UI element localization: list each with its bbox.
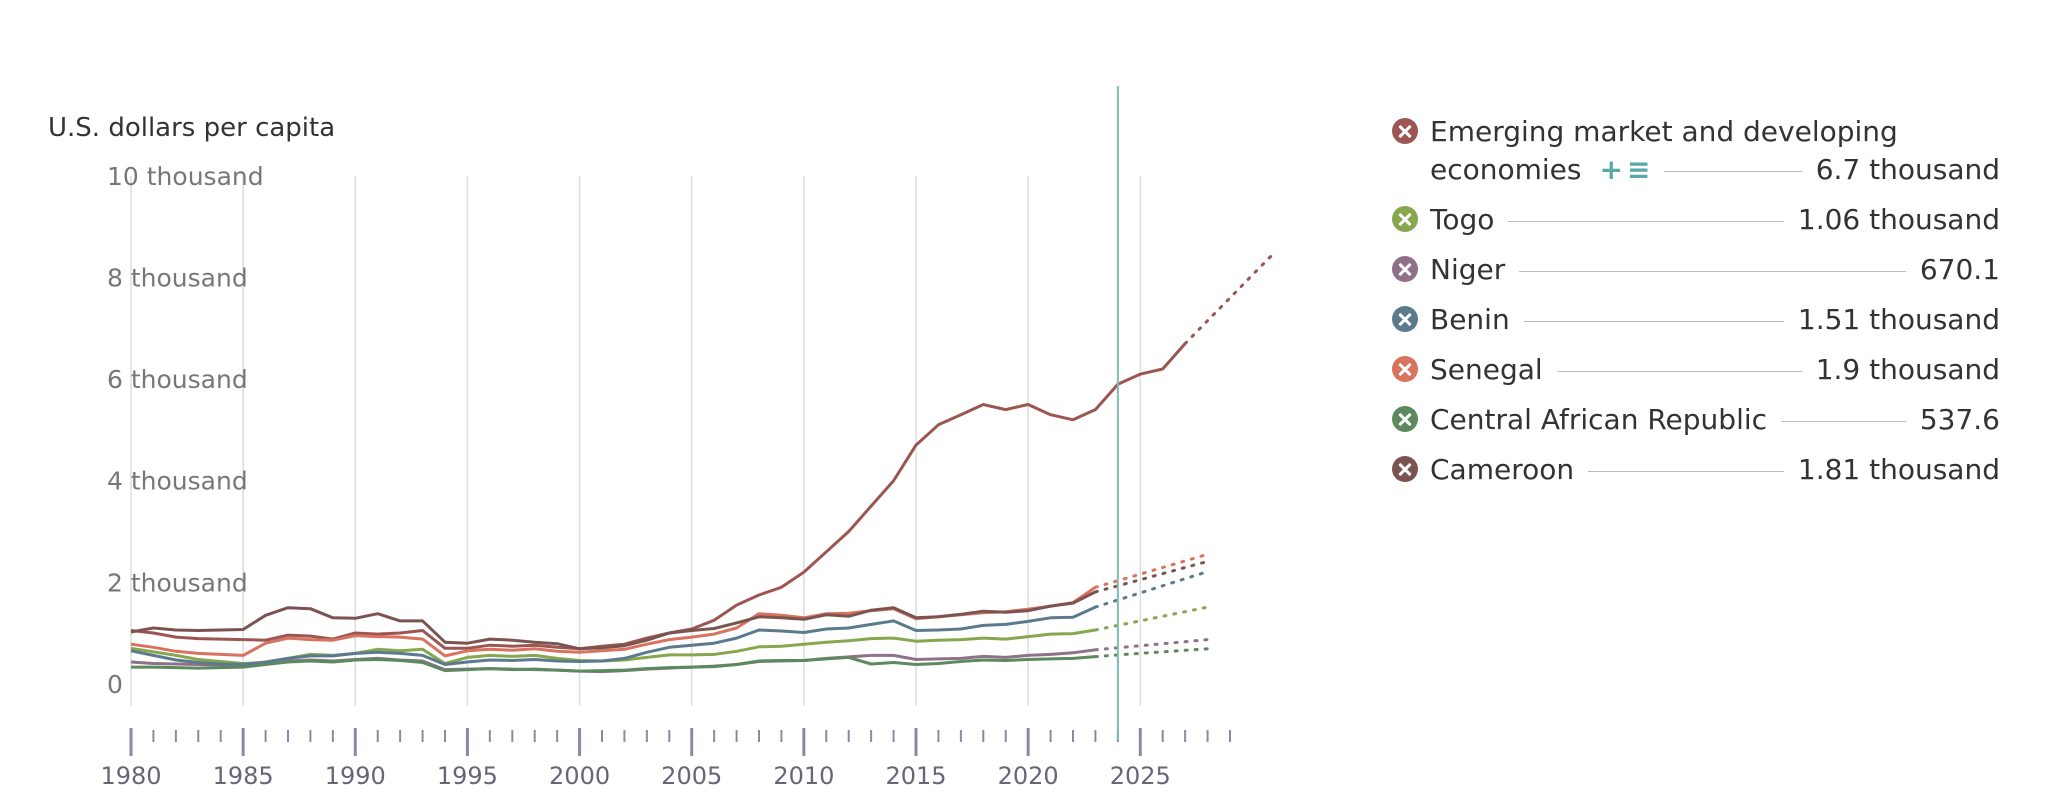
remove-series-icon[interactable] <box>1392 456 1418 482</box>
legend-row: Cameroon 1.81 thousand <box>1392 450 2000 488</box>
plus-icon[interactable]: + <box>1599 152 1623 186</box>
legend-item[interactable]: Cameroon 1.81 thousand <box>1392 450 2000 488</box>
y-axis-label: U.S. dollars per capita <box>48 113 335 143</box>
series-5[interactable] <box>131 647 1210 673</box>
remove-series-icon[interactable] <box>1392 206 1418 232</box>
legend-name: Central African Republic <box>1430 402 1768 436</box>
x-tick-label: 2020 <box>998 762 1059 790</box>
legend-value: 1.06 thousand <box>1797 202 2000 236</box>
y-tick-label: 2 thousand <box>107 568 248 597</box>
x-tick-label: 2025 <box>1110 762 1171 790</box>
legend-name: Senegal <box>1430 352 1543 386</box>
remove-series-icon[interactable] <box>1392 406 1418 432</box>
x-tick-label: 2005 <box>661 762 722 790</box>
list-icon[interactable]: ≡ <box>1626 152 1651 186</box>
series-forecast <box>1093 638 1210 652</box>
series-4[interactable] <box>130 552 1210 658</box>
x-tick-label: 2010 <box>773 762 834 790</box>
legend-leader <box>1588 470 1784 472</box>
series-3[interactable] <box>130 570 1210 666</box>
x-tick-label: 1995 <box>437 762 498 790</box>
legend-row: Emerging market and developing <box>1392 112 2000 150</box>
legend-value: 537.6 <box>1919 402 2000 436</box>
legend-value: 1.81 thousand <box>1797 452 2000 486</box>
legend-value: 6.7 thousand <box>1815 152 2000 186</box>
x-tick-label: 1985 <box>213 762 274 790</box>
remove-series-icon[interactable] <box>1392 356 1418 382</box>
y-tick-label: 0 <box>107 670 123 699</box>
x-axis-ticks: 1980 1985 1990 1995 2000 2005 2010 2015 2020 2025 <box>100 728 1231 790</box>
legend-value: 670.1 <box>1919 252 2000 286</box>
remove-series-icon[interactable] <box>1392 118 1418 144</box>
series-forecast <box>1183 250 1277 346</box>
series-forecast <box>1093 605 1210 632</box>
legend-row: Senegal 1.9 thousand <box>1392 350 2000 388</box>
series-forecast <box>1093 559 1210 594</box>
legend-row: Central African Republic 537.6 <box>1392 400 2000 438</box>
legend-value: 1.51 thousand <box>1797 302 2000 336</box>
legend-item[interactable]: Togo 1.06 thousand <box>1392 200 2000 238</box>
series-line[interactable] <box>130 590 1097 651</box>
x-tick-label: 1990 <box>325 762 386 790</box>
series-line[interactable] <box>130 605 1097 666</box>
legend-name: Emerging market and developing <box>1430 114 1898 148</box>
y-tick-labels: 0 2 thousand 4 thousand 6 thousand 8 thousan… <box>107 162 264 699</box>
legend-items: Emerging market and developing economies +… <box>1392 112 2000 488</box>
legend-name: Togo <box>1430 202 1495 236</box>
remove-series-icon[interactable] <box>1392 306 1418 332</box>
series-lines[interactable] <box>130 250 1277 674</box>
legend-name: Niger <box>1430 252 1506 286</box>
legend-row: Benin 1.51 thousand <box>1392 300 2000 338</box>
series-0[interactable] <box>130 250 1277 651</box>
legend-row: Niger 670.1 <box>1392 250 2000 288</box>
series-tools[interactable]: + ≡ <box>1600 153 1651 186</box>
legend-leader <box>1664 170 1802 172</box>
legend-leader <box>1519 270 1906 272</box>
y-tick-label: 4 thousand <box>107 467 248 496</box>
legend-row: Togo 1.06 thousand <box>1392 200 2000 238</box>
legend: Emerging market and developing economies +… <box>1392 112 2000 500</box>
series-line[interactable] <box>131 655 1096 673</box>
legend-leader <box>1508 220 1784 222</box>
legend-item[interactable]: Central African Republic 537.6 <box>1392 400 2000 438</box>
series-forecast <box>1093 647 1210 659</box>
y-tick-label: 10 thousand <box>107 162 264 191</box>
legend-item[interactable]: Benin 1.51 thousand <box>1392 300 2000 338</box>
remove-series-icon[interactable] <box>1392 256 1418 282</box>
legend-item[interactable]: Niger 670.1 <box>1392 250 2000 288</box>
y-tick-label: 6 thousand <box>107 365 248 394</box>
x-tick-label: 2015 <box>885 762 946 790</box>
series-forecast <box>1093 570 1210 609</box>
legend-row: economies + ≡ 6.7 thousand <box>1392 150 2000 188</box>
legend-item[interactable]: Emerging market and developing economies +… <box>1392 112 2000 188</box>
legend-value: 1.9 thousand <box>1815 352 2000 386</box>
legend-leader <box>1781 420 1906 422</box>
legend-name: economies <box>1430 152 1582 186</box>
legend-leader <box>1556 370 1802 372</box>
x-tick-label: 2000 <box>549 762 610 790</box>
series-6[interactable] <box>130 559 1210 651</box>
legend-name: Benin <box>1430 302 1510 336</box>
x-tick-label: 1980 <box>100 762 161 790</box>
legend-name: Cameroon <box>1430 452 1575 486</box>
series-line[interactable] <box>130 342 1187 651</box>
series-forecast <box>1093 552 1210 589</box>
legend-leader <box>1523 320 1784 322</box>
y-tick-label: 8 thousand <box>107 264 248 293</box>
legend-item[interactable]: Senegal 1.9 thousand <box>1392 350 2000 388</box>
